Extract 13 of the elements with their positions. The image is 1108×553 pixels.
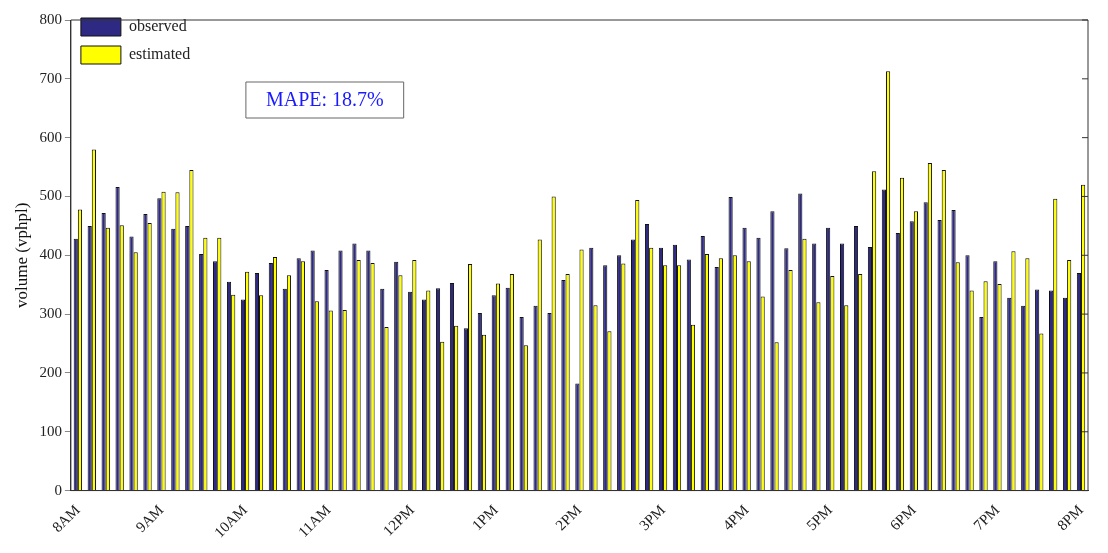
y-tick-label: 300 [39,305,62,322]
y-tick-label: 600 [39,128,62,145]
legend-label: observed [128,17,187,35]
y-tick-label: 500 [39,187,62,204]
y-axis-title: volume (vphpl) [11,202,31,308]
legend-label: estimated [128,45,191,63]
y-tick-label: 200 [39,363,62,380]
annotation: MAPE: 18.7% [265,88,384,111]
y-tick-label: 100 [39,422,62,439]
y-tick-label: 800 [39,10,62,27]
y-tick-label: 400 [39,246,62,263]
y-tick-label: 700 [39,69,62,86]
y-tick-label: 0 [54,481,62,498]
